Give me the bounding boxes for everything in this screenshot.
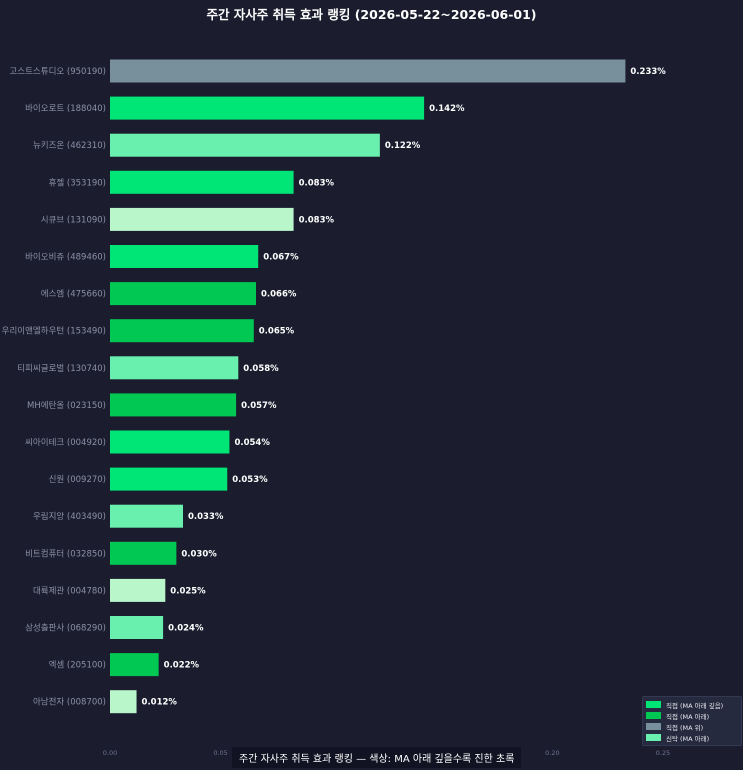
chart-legend: 직접 (MA 아래 깊음) 직접 (MA 아래) 직접 (MA 위) 신탁 (M… bbox=[642, 696, 742, 746]
bar bbox=[110, 616, 164, 639]
bar bbox=[110, 504, 183, 528]
data-label: 0.030% bbox=[181, 549, 217, 559]
category-label: 티피씨글로벌 (130740) bbox=[17, 363, 106, 374]
legend-swatch bbox=[646, 723, 661, 730]
data-label: 0.053% bbox=[232, 475, 268, 485]
bar bbox=[110, 653, 159, 677]
legend-swatch bbox=[646, 712, 661, 719]
category-label: 에스엠 (475660) bbox=[41, 289, 106, 300]
category-label: 아남전자 (008700) bbox=[33, 697, 106, 708]
bar bbox=[110, 319, 254, 343]
category-label: 비트컴퓨터 (032850) bbox=[25, 548, 106, 559]
legend-label: 직접 (MA 위) bbox=[666, 723, 704, 732]
x-tick-label: 0.20 bbox=[545, 749, 559, 757]
bar bbox=[110, 393, 237, 417]
data-label: 0.066% bbox=[261, 290, 297, 300]
data-label: 0.122% bbox=[385, 141, 421, 151]
bar bbox=[110, 170, 294, 194]
bar bbox=[110, 245, 259, 268]
category-label: 뉴키즈온 (462310) bbox=[33, 141, 106, 151]
data-label: 0.233% bbox=[630, 67, 666, 77]
x-tick-label: 0.05 bbox=[213, 749, 227, 757]
category-label: 대륙제관 (004780) bbox=[33, 585, 106, 596]
bar bbox=[110, 356, 239, 380]
data-label: 0.054% bbox=[234, 438, 270, 448]
legend-swatch bbox=[646, 701, 661, 708]
bar bbox=[110, 690, 137, 714]
chart-caption: 주간 자사주 취득 효과 랭킹 — 색상: MA 아래 깊을수록 진한 초록 bbox=[232, 747, 522, 768]
legend-item: 직접 (MA 위) bbox=[646, 721, 738, 732]
x-tick-label: 0.00 bbox=[103, 749, 117, 757]
bar bbox=[110, 578, 166, 602]
category-label: 고스트스튜디오 (950190) bbox=[9, 67, 106, 77]
category-label: 신원 (009270) bbox=[49, 475, 106, 485]
legend-item: 직접 (MA 아래) bbox=[646, 710, 738, 721]
category-label: 시큐브 (131090) bbox=[41, 215, 106, 225]
category-label: 휴젤 (353190) bbox=[49, 177, 106, 188]
data-label: 0.057% bbox=[241, 401, 277, 411]
bar bbox=[110, 59, 626, 83]
category-label: 우리이앤엘하우턴 (153490) bbox=[2, 326, 106, 337]
bar bbox=[110, 467, 228, 491]
data-label: 0.025% bbox=[170, 586, 206, 596]
legend-swatch bbox=[646, 734, 661, 741]
bar bbox=[110, 207, 294, 231]
category-label: 바이오비쥬 (489460) bbox=[25, 252, 106, 263]
bar bbox=[110, 430, 230, 454]
legend-label: 직접 (MA 아래 깊음) bbox=[666, 701, 724, 710]
bar bbox=[110, 282, 256, 306]
bar bbox=[110, 96, 425, 120]
bar bbox=[110, 541, 177, 565]
data-label: 0.083% bbox=[299, 178, 335, 188]
legend-item: 신탁 (MA 아래) bbox=[646, 732, 738, 743]
data-label: 0.058% bbox=[243, 364, 279, 374]
x-tick-label: 0.25 bbox=[656, 749, 670, 757]
category-label: 씨아이테크 (004920) bbox=[25, 437, 106, 448]
category-label: 바이오로트 (188040) bbox=[25, 103, 106, 114]
category-label: MH에탄올 (023150) bbox=[27, 400, 106, 411]
legend-label: 신탁 (MA 아래) bbox=[666, 734, 710, 743]
data-label: 0.022% bbox=[164, 661, 200, 671]
chart-title: 주간 자사주 취득 효과 랭킹 (2026-05-22~2026-06-01) bbox=[206, 7, 537, 22]
category-label: 삼성출판사 (068290) bbox=[25, 623, 106, 634]
data-label: 0.024% bbox=[168, 624, 204, 634]
data-label: 0.065% bbox=[259, 327, 295, 337]
category-label: 엑셈 (205100) bbox=[49, 660, 106, 671]
data-label: 0.083% bbox=[299, 215, 335, 225]
data-label: 0.067% bbox=[263, 253, 299, 263]
data-label: 0.012% bbox=[142, 698, 178, 708]
legend-label: 직접 (MA 아래) bbox=[666, 712, 710, 721]
bar bbox=[110, 133, 380, 157]
category-label: 우림지앙 (403490) bbox=[33, 511, 106, 522]
data-label: 0.033% bbox=[188, 512, 224, 522]
data-label: 0.142% bbox=[429, 104, 465, 114]
legend-item: 직접 (MA 아래 깊음) bbox=[646, 699, 738, 710]
